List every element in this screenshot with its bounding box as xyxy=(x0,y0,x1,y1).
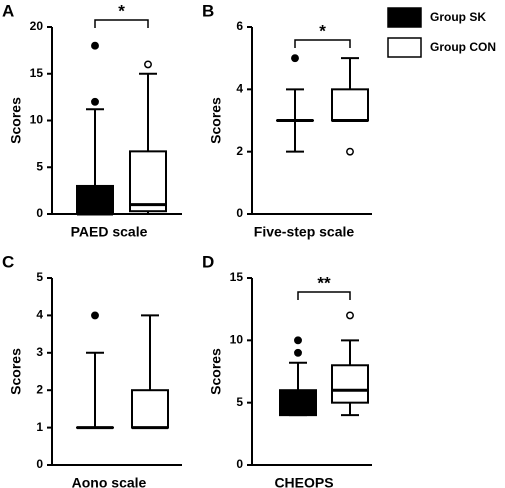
y-tick-label: 0 xyxy=(236,206,243,220)
significance: * xyxy=(319,21,326,40)
outlier xyxy=(346,311,354,320)
y-tick-label: 10 xyxy=(230,333,244,347)
y-tick-label: 6 xyxy=(236,19,243,33)
y-tick-label: 10 xyxy=(30,113,44,127)
outlier xyxy=(294,336,302,345)
legend-swatch xyxy=(387,37,422,58)
outlier xyxy=(291,54,299,63)
y-tick-label: 1 xyxy=(36,420,43,434)
y-tick-label: 0 xyxy=(36,457,43,471)
significance-bracket xyxy=(297,291,351,300)
y-tick-label: 5 xyxy=(236,395,243,409)
y-tick-label: 5 xyxy=(36,270,43,284)
outlier xyxy=(91,97,99,106)
outlier xyxy=(294,348,302,357)
y-tick-label: 20 xyxy=(30,19,44,33)
y-tick-label: 0 xyxy=(236,457,243,471)
panel-label: D xyxy=(202,252,214,271)
y-tick-label: 2 xyxy=(36,382,43,396)
panel-label: B xyxy=(202,1,214,20)
x-axis-label: Aono scale xyxy=(72,475,147,488)
significance: * xyxy=(118,1,125,20)
y-tick-label: 15 xyxy=(30,66,44,80)
outlier xyxy=(91,41,99,50)
box xyxy=(331,364,369,404)
box xyxy=(76,184,114,215)
y-tick-label: 2 xyxy=(236,144,243,158)
y-tick-label: 3 xyxy=(36,345,43,359)
y-axis-label: Scores xyxy=(8,97,24,144)
panel-label: A xyxy=(2,1,14,20)
significance: ** xyxy=(317,273,331,292)
significance-bracket xyxy=(94,19,149,28)
x-axis-label: Five-step scale xyxy=(254,224,355,240)
x-axis-label: CHEOPS xyxy=(274,475,333,488)
box xyxy=(131,389,169,429)
y-tick-label: 4 xyxy=(236,82,243,96)
outlier xyxy=(91,311,99,320)
y-axis-label: Scores xyxy=(208,97,224,144)
legend-swatch xyxy=(387,7,422,28)
y-axis-label: Scores xyxy=(8,348,24,395)
legend-label: Group SK xyxy=(430,10,486,24)
y-axis-label: Scores xyxy=(208,348,224,395)
legend-label: Group CON xyxy=(430,40,496,54)
y-tick-label: 15 xyxy=(230,270,244,284)
box xyxy=(331,88,369,122)
x-axis-label: PAED scale xyxy=(71,224,148,240)
significance-bracket xyxy=(294,39,351,48)
box xyxy=(129,150,167,213)
y-tick-label: 0 xyxy=(36,206,43,220)
outlier xyxy=(144,60,152,69)
y-tick-label: 4 xyxy=(36,308,43,322)
panel-label: C xyxy=(2,252,14,271)
y-tick-label: 5 xyxy=(36,159,43,173)
outlier xyxy=(346,147,354,156)
